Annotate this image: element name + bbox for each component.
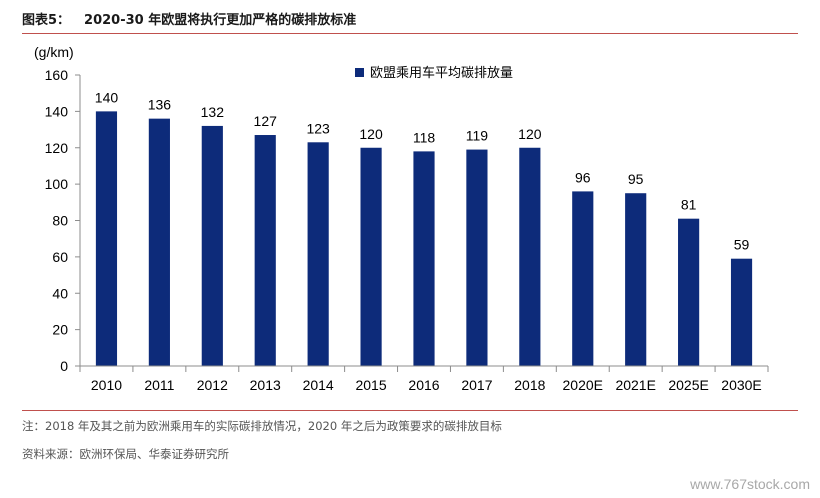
y-tick-label: 80 [52, 213, 68, 229]
legend-label: 欧盟乘用车平均碳排放量 [370, 65, 513, 80]
data-label-2018: 120 [518, 126, 542, 142]
y-tick-label: 60 [52, 249, 68, 265]
y-tick-label: 120 [45, 140, 69, 156]
data-label-2015: 120 [359, 126, 383, 142]
x-tick-label-2030E: 2030E [721, 377, 761, 393]
bar-2020E [572, 191, 594, 366]
data-label-2030E: 59 [734, 237, 750, 253]
x-tick-label-2020E: 2020E [563, 377, 603, 393]
y-tick-label: 0 [60, 358, 68, 374]
y-tick-label: 20 [52, 322, 68, 338]
x-tick-label-2017: 2017 [461, 377, 492, 393]
data-label-2010: 140 [95, 89, 119, 105]
data-label-2016: 118 [413, 129, 436, 145]
x-tick-label-2016: 2016 [408, 377, 439, 393]
x-tick-label-2010: 2010 [91, 377, 122, 393]
bar-2016 [413, 151, 435, 366]
x-tick-label-2011: 2011 [144, 377, 174, 393]
bar-2015 [360, 147, 382, 366]
bar-2010 [95, 111, 118, 366]
legend-swatch [355, 68, 364, 77]
data-label-2020E: 96 [575, 169, 591, 185]
bar-2011 [148, 118, 170, 367]
x-tick-label-2018: 2018 [514, 377, 545, 393]
data-label-2011: 136 [148, 97, 172, 113]
x-tick-label-2025E: 2025E [668, 377, 708, 393]
bar-2012 [201, 125, 223, 366]
y-axis-unit-label: (g/km) [34, 44, 74, 60]
data-label-2013: 127 [254, 113, 278, 129]
bar-2017 [466, 149, 488, 366]
bar-2030E [730, 258, 753, 366]
data-label-2025E: 81 [681, 197, 697, 213]
bar-2021E [625, 193, 647, 366]
x-tick-label-2015: 2015 [355, 377, 386, 393]
watermark: www.767stock.com [690, 476, 810, 492]
x-tick-label-2012: 2012 [197, 377, 228, 393]
chart-note: 注：2018 年及其之前为欧洲乘用车的实际碳排放情况，2020 年之后为政策要求… [22, 419, 502, 433]
y-tick-label: 40 [52, 285, 68, 301]
figure-title: 图表5： 2020-30 年欧盟将执行更加严格的碳排放标准 [22, 9, 356, 28]
data-label-2012: 132 [201, 104, 225, 120]
bar-2014 [307, 142, 329, 366]
bar-2025E [678, 218, 700, 366]
data-label-2014: 123 [306, 120, 330, 136]
footer-divider [22, 410, 798, 411]
x-tick-label-2014: 2014 [303, 377, 334, 393]
y-tick-label: 100 [45, 176, 69, 192]
chart-source: 资料来源：欧洲环保局、华泰证券研究所 [22, 447, 229, 461]
y-tick-label: 160 [45, 67, 69, 83]
data-label-2021E: 95 [628, 171, 644, 187]
bar-2018 [519, 147, 541, 366]
title-divider [22, 33, 798, 34]
bar-2013 [254, 135, 276, 366]
bar-chart: (g/km) 0 20 40 60 80 100 120 140 160 140 2010 136 201… [34, 44, 769, 393]
figure-label: 图表5： [22, 13, 71, 28]
x-tick-label-2013: 2013 [250, 377, 281, 393]
x-tick-label-2021E: 2021E [615, 377, 655, 393]
y-tick-label: 140 [45, 103, 69, 119]
data-label-2017: 119 [466, 128, 489, 144]
figure-title-text: 2020-30 年欧盟将执行更加严格的碳排放标准 [84, 13, 357, 28]
